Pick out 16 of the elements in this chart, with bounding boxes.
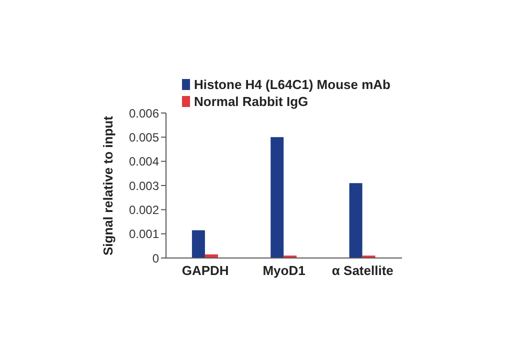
y-tick-label: 0.001 [128, 227, 160, 242]
legend-label: Histone H4 (L64C1) Mouse mAb [194, 76, 390, 93]
y-tick-label: 0 [152, 251, 160, 266]
x-tick-label: α Satellite [332, 263, 394, 278]
legend-label: Normal Rabbit IgG [194, 93, 308, 110]
y-tick-label: 0.002 [128, 202, 160, 217]
bar [192, 230, 205, 258]
y-tick-label: 0.005 [128, 130, 160, 144]
y-tick-label: 0.003 [128, 178, 160, 193]
bar [349, 183, 362, 258]
y-tick-label: 0.006 [128, 106, 160, 120]
x-tick-label: GAPDH [182, 263, 229, 278]
x-tick-label: MyoD1 [262, 263, 306, 278]
y-tick-label: 0.004 [128, 154, 160, 169]
bar [270, 137, 284, 258]
y-axis-title: Signal relative to input [100, 115, 116, 256]
